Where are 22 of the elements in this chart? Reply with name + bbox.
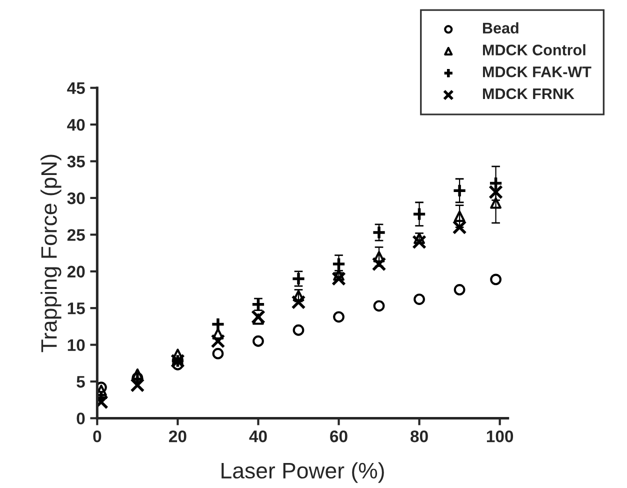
- x-tick-label: 40: [249, 430, 267, 442]
- y-tick-label: 20: [67, 266, 85, 278]
- y-tick-label: 40: [67, 118, 85, 131]
- legend-label: Bead: [483, 22, 518, 34]
- legend-label: MDCK FAK-WT: [483, 66, 592, 78]
- legend-label: MDCK Control: [483, 44, 586, 56]
- legend-label: MDCK FRNK: [483, 88, 574, 100]
- x-tick-label: 100: [486, 430, 514, 442]
- y-tick-label: 10: [68, 339, 85, 351]
- x-tick-label: 20: [169, 430, 186, 442]
- y-tick-label: 0: [76, 412, 85, 424]
- y-tick-label: 25: [67, 229, 85, 241]
- y-axis-title: Trapping Force (pN): [40, 154, 62, 352]
- y-tick-label: 30: [67, 192, 85, 204]
- y-tick-label: 5: [76, 376, 85, 388]
- x-axis-title: Laser Power (%): [222, 462, 384, 483]
- x-tick-label: 60: [330, 430, 348, 442]
- y-tick-label: 45: [67, 82, 85, 94]
- y-tick-label: 35: [67, 156, 85, 168]
- x-tick-label: 80: [410, 430, 428, 442]
- x-tick-label: 0: [93, 430, 102, 442]
- y-tick-label: 15: [68, 302, 85, 314]
